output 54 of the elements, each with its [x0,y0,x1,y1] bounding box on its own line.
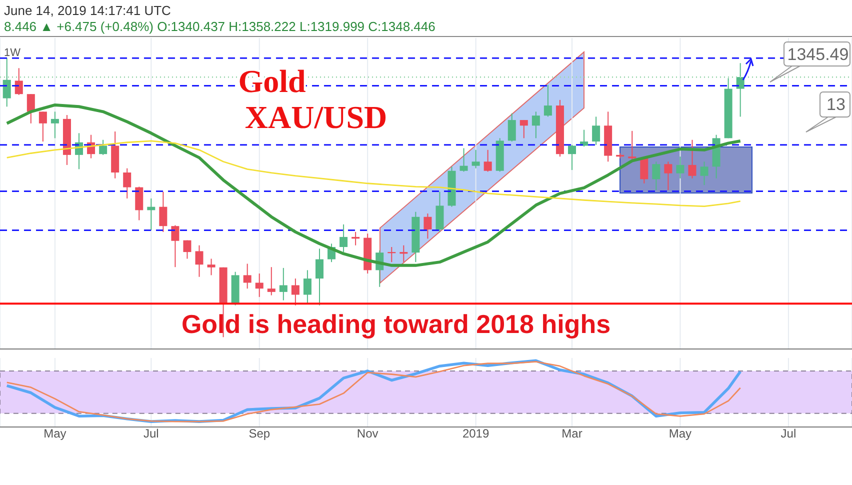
candlestick [135,186,144,221]
candlestick [123,168,132,199]
candlestick [50,111,59,139]
x-tick-label: Jul [780,426,796,441]
candlestick [255,273,264,298]
candlestick [664,161,672,191]
candlestick [99,139,108,156]
candlestick [520,120,528,139]
x-tick-label: May [668,426,692,441]
x-tick-label: 2019 [462,426,490,441]
candlestick [267,266,276,296]
candlestick [700,161,708,186]
candlestick [243,263,252,290]
candlestick [171,224,180,268]
candlestick [736,62,744,118]
candlestick [628,130,636,160]
candlestick [14,68,23,96]
candlestick [592,116,600,146]
x-tick-label: Sep [248,426,270,441]
candlestick [207,258,216,276]
candlestick [688,139,696,179]
candlestick [424,213,432,240]
x-tick-label: Jul [143,426,159,441]
candlestick [26,94,35,124]
candlestick [676,156,684,179]
x-tick-label: May [44,426,66,441]
candlestick [472,149,480,169]
x-tick-label: Nov [356,426,378,441]
candlestick [195,244,204,278]
candlestick [2,58,11,108]
annotation: 1345.49 [787,45,849,64]
candlestick [436,191,444,232]
candlestick [508,112,516,142]
candlestick [147,198,156,231]
candlestick [568,144,576,170]
annotation: 1W [4,47,22,59]
candlestick [340,224,348,253]
candlestick [544,84,552,118]
candlestick [652,161,660,191]
candlestick [279,267,288,301]
candlestick [159,191,168,232]
candlestick [183,240,192,260]
candlestick [532,111,540,139]
annotation: 13 [826,95,846,114]
candlestick [460,148,468,172]
candlestick [484,149,492,172]
candlestick [291,278,300,306]
text: 8.446 ▲ +6.475 (+0.48%) O:1340.437 H:1358.222 L:1319.999 C:1348.446 [4,19,436,34]
annotation: XAU/USD [244,99,388,135]
candlestick [315,248,324,306]
candlestick [303,270,312,304]
x-tick-label: Mar [562,426,582,441]
text: June 14, 2019 14:17:41 UTC [4,3,171,18]
candlestick [38,111,47,142]
